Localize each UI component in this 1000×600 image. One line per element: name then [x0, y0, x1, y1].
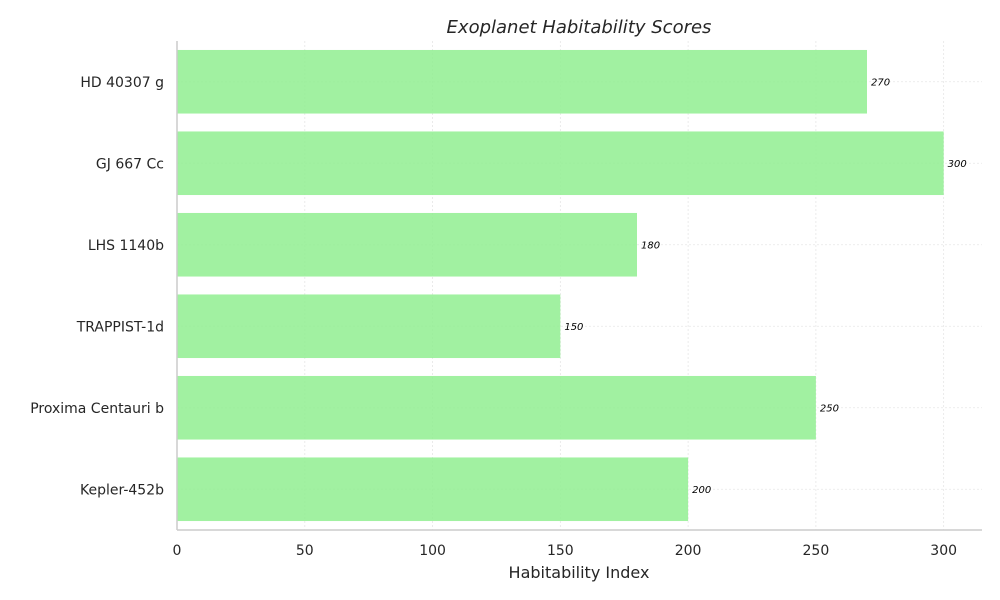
y-tick-label: HD 40307 g	[80, 75, 164, 91]
y-tick-labels: HD 40307 g GJ 667 Cc LHS 1140b TRAPPIST-1d P…	[30, 75, 164, 499]
bar	[177, 457, 689, 522]
bar	[177, 212, 637, 277]
bar	[177, 131, 944, 196]
data-label: 250	[820, 403, 839, 414]
chart-title: Exoplanet Habitability Scores	[447, 17, 712, 38]
bar	[177, 294, 561, 359]
x-tick-label: 0	[173, 543, 182, 559]
grid	[177, 41, 982, 530]
x-tick-labels: 0 50 100 150 200 250 300	[173, 543, 957, 559]
y-tick-label: Proxima Centauri b	[30, 401, 164, 417]
bar	[177, 49, 867, 114]
y-tick-label: TRAPPIST-1d	[76, 319, 164, 335]
x-tick-label: 100	[419, 543, 446, 559]
data-label: 200	[692, 485, 711, 496]
y-tick-label: Kepler-452b	[80, 482, 164, 498]
data-label: 150	[564, 322, 583, 333]
x-tick-label: 50	[296, 543, 314, 559]
x-tick-label: 200	[675, 543, 702, 559]
data-label: 300	[948, 159, 967, 170]
x-tick-label: 250	[803, 543, 830, 559]
x-tick-label: 150	[547, 543, 574, 559]
x-tick-label: 300	[930, 543, 957, 559]
data-label: 270	[871, 77, 890, 88]
x-axis-label: Habitability Index	[509, 563, 650, 582]
y-tick-label: GJ 667 Cc	[96, 156, 164, 172]
axes	[176, 41, 982, 531]
y-tick-label: LHS 1140b	[88, 238, 164, 254]
data-label: 180	[641, 240, 660, 251]
bar	[177, 375, 816, 440]
bars: 270 300 180 150 250 200	[177, 49, 967, 522]
